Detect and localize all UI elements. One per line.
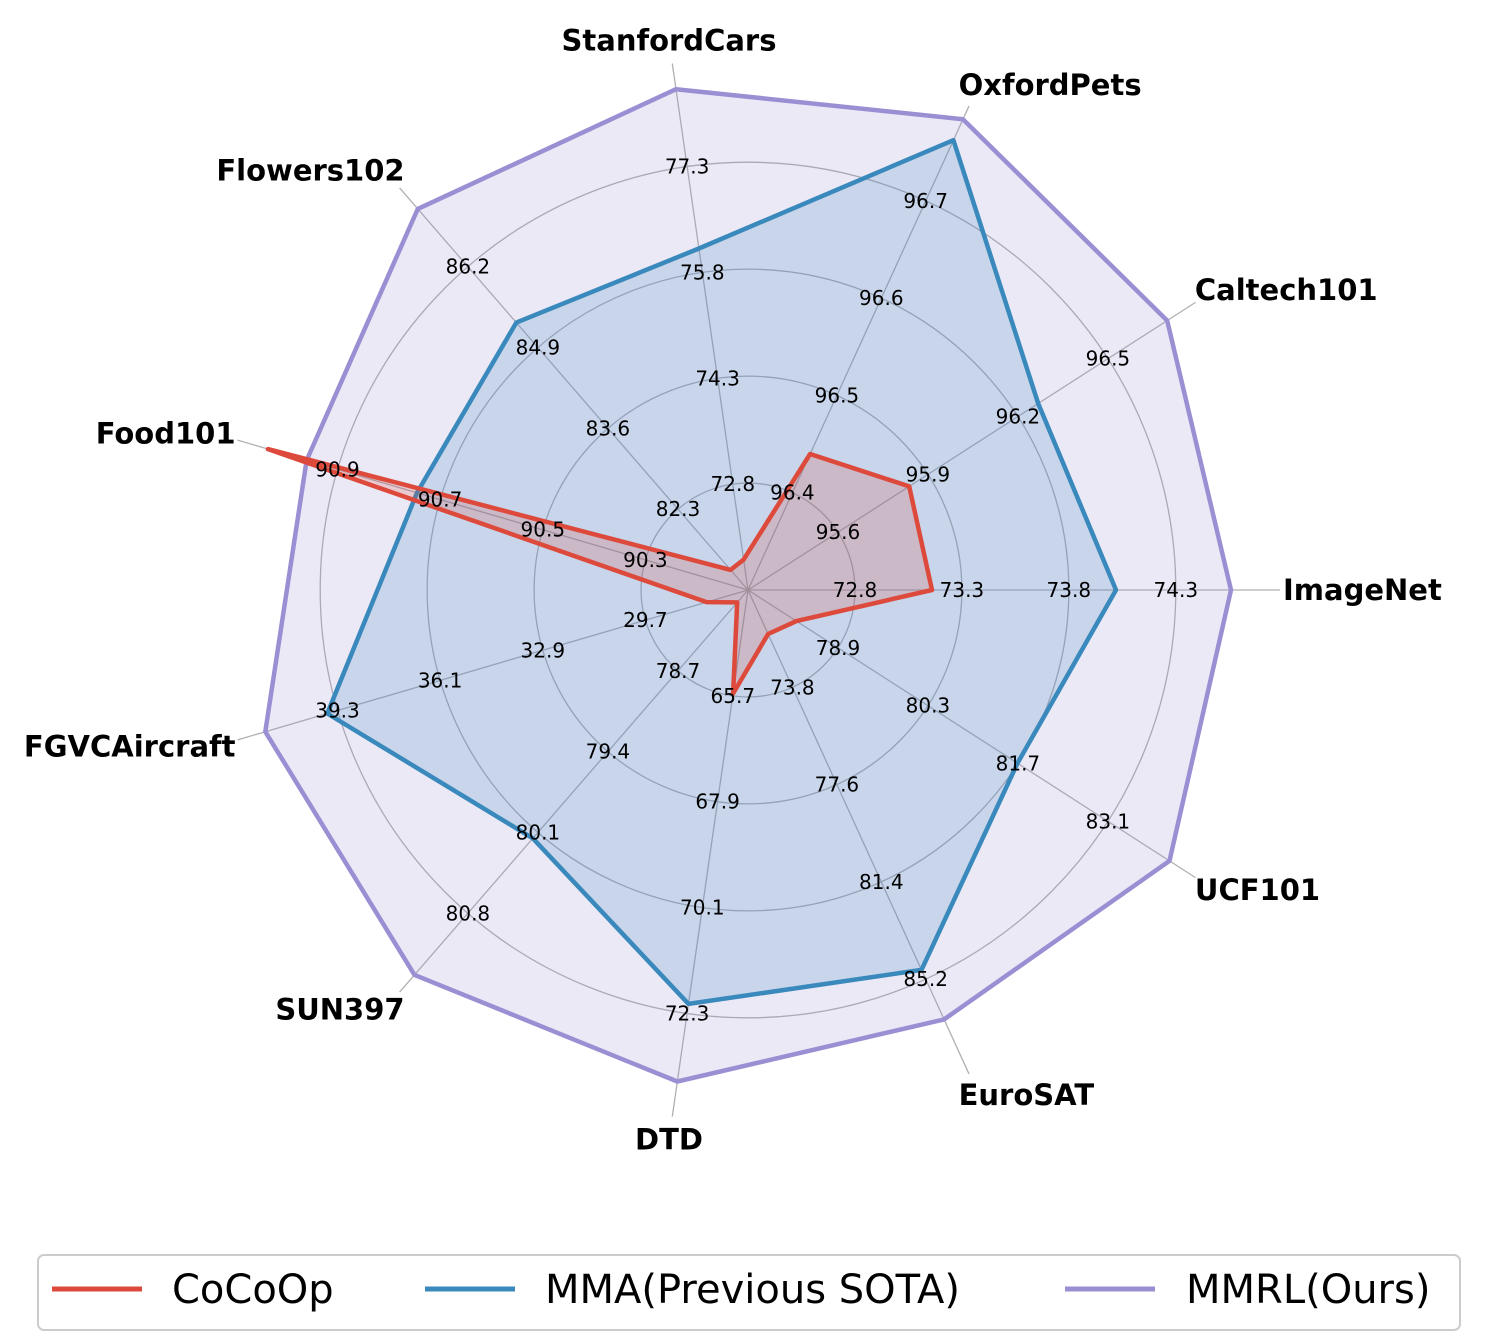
tick-label-flowers102-2: 83.6 bbox=[586, 416, 631, 440]
legend-label-cocoop: CoCoOp bbox=[172, 1267, 334, 1313]
series-mmrl-ours-line bbox=[263, 86, 1234, 1084]
tick-label-imagenet-3: 73.8 bbox=[1047, 578, 1092, 602]
axis-label-food101: Food101 bbox=[96, 417, 236, 451]
legend-label-mma: MMA(Previous SOTA) bbox=[545, 1267, 960, 1313]
tick-label-food101-2: 90.5 bbox=[521, 518, 566, 542]
spoke-sun397 bbox=[399, 589, 749, 993]
tick-label-dtd-4: 72.3 bbox=[665, 1001, 710, 1025]
spoke-caltech101 bbox=[747, 301, 1196, 591]
tick-label-eurosat-3: 81.4 bbox=[859, 870, 904, 894]
tick-label-ucf101-4: 83.1 bbox=[1086, 809, 1131, 833]
tick-label-flowers102-1: 82.3 bbox=[656, 497, 701, 521]
tick-label-sun397-2: 79.4 bbox=[586, 740, 631, 764]
tick-label-flowers102-3: 84.9 bbox=[516, 336, 561, 360]
tick-label-oxfordpets-1: 96.4 bbox=[770, 481, 815, 505]
axis-label-imagenet: ImageNet bbox=[1283, 573, 1442, 607]
tick-label-flowers102-4: 86.2 bbox=[446, 255, 491, 279]
tick-label-ucf101-1: 78.9 bbox=[816, 636, 861, 660]
tick-label-fgvcaircraft-4: 39.3 bbox=[315, 699, 360, 723]
axis-label-sun397: SUN397 bbox=[275, 992, 404, 1026]
spoke-fgvcaircraft bbox=[237, 589, 749, 741]
axis-label-stanfordcars: StanfordCars bbox=[562, 24, 777, 58]
legend-frame bbox=[37, 1254, 1461, 1331]
tick-label-fgvcaircraft-1: 29.7 bbox=[623, 608, 668, 632]
tick-label-imagenet-4: 74.3 bbox=[1154, 578, 1199, 602]
tick-label-oxfordpets-3: 96.6 bbox=[859, 286, 904, 310]
tick-label-layer: 72.8 73.3 73.8 74.3 95.6 95.9 96.2 96.5 96.4 96.5… bbox=[315, 155, 1198, 1026]
series-mma-previous-sota-area bbox=[327, 140, 1116, 1004]
tick-label-eurosat-2: 77.6 bbox=[815, 773, 860, 797]
tick-label-food101-1: 90.3 bbox=[623, 548, 668, 572]
series-layer bbox=[263, 86, 1234, 1084]
tick-label-stanfordcars-1: 72.8 bbox=[711, 472, 756, 496]
tick-label-fgvcaircraft-3: 36.1 bbox=[418, 668, 463, 692]
tick-label-fgvcaircraft-2: 32.9 bbox=[521, 638, 566, 662]
axis-label-eurosat: EuroSAT bbox=[959, 1078, 1095, 1112]
tick-label-caltech101-2: 95.9 bbox=[906, 462, 951, 486]
tick-label-oxfordpets-4: 96.7 bbox=[903, 189, 948, 213]
spoke-oxfordpets bbox=[747, 105, 970, 591]
series-mma-previous-sota-line bbox=[325, 137, 1119, 1007]
tick-label-sun397-1: 78.7 bbox=[656, 659, 701, 683]
tick-label-imagenet-1: 72.8 bbox=[833, 578, 878, 602]
tick-label-caltech101-3: 96.2 bbox=[996, 405, 1041, 429]
tick-label-eurosat-1: 73.8 bbox=[770, 675, 815, 699]
axis-label-layer: ImageNet Caltech101 OxfordPets StanfordCars… bbox=[24, 24, 1442, 1157]
legend-label-mmrl: MMRL(Ours) bbox=[1186, 1267, 1430, 1313]
series-cocoop-line bbox=[265, 446, 935, 696]
legend: CoCoOp MMA(Previous SOTA) MMRL(Ours) bbox=[37, 1254, 1461, 1331]
tick-label-stanfordcars-2: 74.3 bbox=[695, 366, 740, 390]
tick-label-dtd-3: 70.1 bbox=[680, 896, 725, 920]
axis-label-flowers102: Flowers102 bbox=[216, 154, 404, 188]
tick-label-eurosat-4: 85.2 bbox=[903, 967, 948, 991]
spoke-ucf101 bbox=[747, 589, 1196, 879]
tick-label-stanfordcars-4: 77.3 bbox=[665, 155, 710, 179]
tick-label-dtd-2: 67.9 bbox=[695, 790, 740, 814]
tick-label-oxfordpets-2: 96.5 bbox=[815, 383, 860, 407]
axis-label-ucf101: UCF101 bbox=[1195, 873, 1320, 907]
spoke-stanfordcars bbox=[671, 63, 749, 591]
tick-label-food101-4: 90.9 bbox=[315, 458, 360, 482]
axis-label-caltech101: Caltech101 bbox=[1195, 273, 1378, 307]
tick-label-sun397-3: 80.1 bbox=[516, 821, 561, 845]
spoke-eurosat bbox=[747, 589, 970, 1075]
tick-label-sun397-4: 80.8 bbox=[446, 901, 491, 925]
tick-label-stanfordcars-3: 75.8 bbox=[680, 260, 725, 284]
tick-label-caltech101-1: 95.6 bbox=[816, 520, 861, 544]
axis-label-oxfordpets: OxfordPets bbox=[959, 68, 1142, 102]
tick-label-dtd-1: 65.7 bbox=[711, 684, 756, 708]
tick-label-caltech101-4: 96.5 bbox=[1086, 347, 1131, 371]
tick-label-ucf101-3: 81.7 bbox=[996, 752, 1041, 776]
tick-label-ucf101-2: 80.3 bbox=[906, 694, 951, 718]
tick-label-food101-3: 90.7 bbox=[418, 488, 463, 512]
spoke-flowers102 bbox=[399, 187, 749, 591]
tick-label-imagenet-2: 73.3 bbox=[940, 578, 985, 602]
axis-label-fgvcaircraft: FGVCAircraft bbox=[24, 729, 236, 763]
series-cocoop-area bbox=[268, 449, 932, 694]
axis-label-dtd: DTD bbox=[635, 1122, 703, 1156]
